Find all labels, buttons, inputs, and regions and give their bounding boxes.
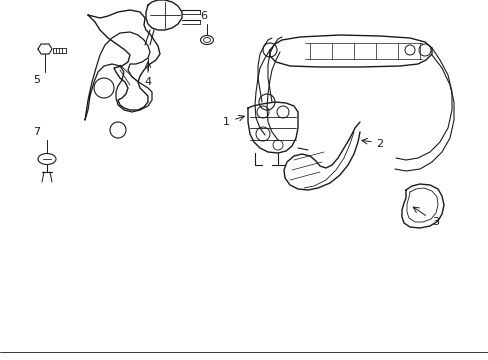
Text: 2: 2 xyxy=(376,139,383,149)
Text: 1: 1 xyxy=(222,117,229,127)
Text: 6: 6 xyxy=(200,11,207,21)
Text: 4: 4 xyxy=(144,77,151,87)
Text: 3: 3 xyxy=(431,217,439,227)
Text: 5: 5 xyxy=(34,75,41,85)
Text: 7: 7 xyxy=(33,127,41,137)
